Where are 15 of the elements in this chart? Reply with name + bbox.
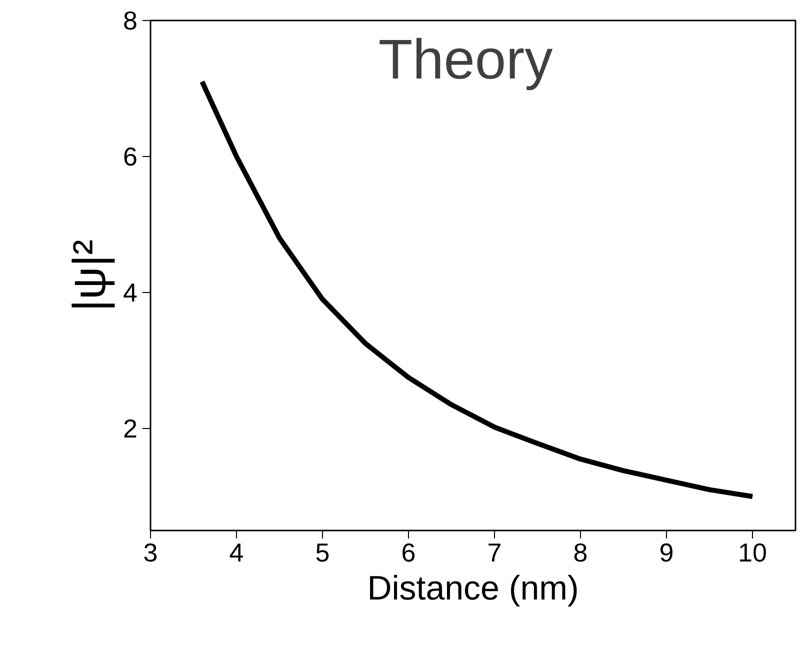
x-axis-title: Distance (nm) [367, 570, 579, 608]
x-tick-label: 9 [659, 538, 674, 568]
x-tick-label: 10 [738, 538, 767, 568]
x-tick-label: 6 [401, 538, 416, 568]
x-tick-label: 4 [229, 538, 244, 568]
y-tick-label: 6 [123, 142, 138, 172]
y-tick-label: 8 [123, 6, 138, 36]
x-tick-label: 5 [315, 538, 330, 568]
annotation: Theory [378, 27, 553, 90]
x-tick-label: 3 [143, 538, 158, 568]
y-axis-title: |ψ|² [63, 239, 116, 312]
y-tick-label: 2 [123, 414, 138, 444]
y-tick-label: 4 [123, 278, 138, 308]
x-tick-label: 7 [487, 538, 502, 568]
x-tick-label: 8 [573, 538, 588, 568]
